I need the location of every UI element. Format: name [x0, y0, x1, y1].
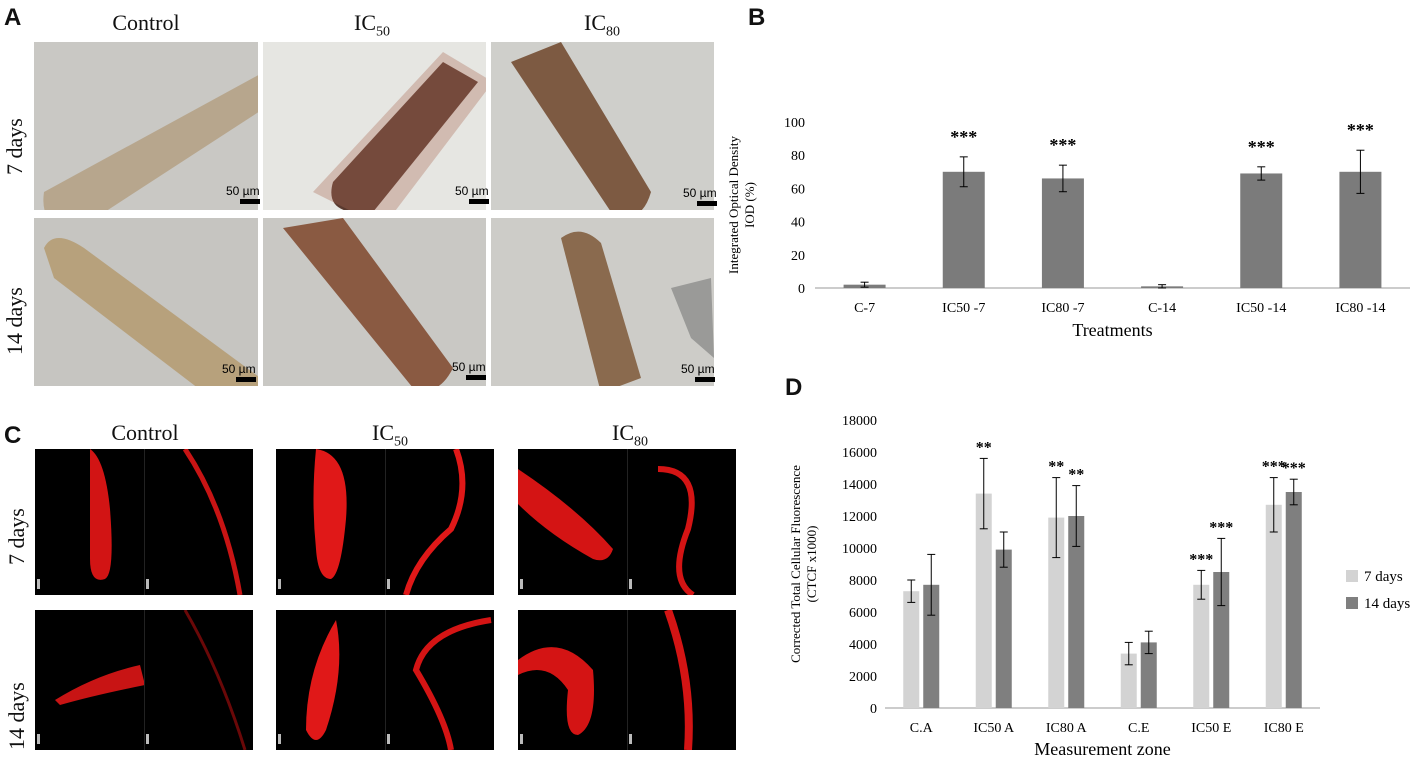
panel-a-column-header-control: Control [112, 10, 180, 35]
x-tick-label: IC80 -7 [1041, 301, 1084, 316]
scale-bar-label: 50 µm [455, 184, 489, 204]
x-tick-label: IC50 E [1191, 721, 1231, 736]
significance-marker: ** [1068, 467, 1084, 484]
y-tick-label: 8000 [849, 574, 877, 589]
panel-c-row-header-7-days: 7 days [4, 508, 29, 565]
panel-d-bar-chart: 0 2000 4000 6000 8000 10000 12000 14000 16000 180… [788, 414, 1410, 759]
bar [903, 591, 920, 708]
micrograph-ic80-14-days [491, 218, 714, 386]
significance-marker: *** [1209, 519, 1233, 536]
panel-c-column-header-ic50: IC50 [372, 420, 408, 450]
significance-marker: *** [1189, 551, 1213, 568]
micrograph-ic50-7-days [263, 42, 486, 210]
scale-bar-label: 50 µm [222, 362, 256, 382]
x-tick-label: C.A [910, 721, 934, 736]
y-tick-label: 14000 [842, 478, 877, 493]
x-tick-label: IC50 A [973, 721, 1015, 736]
micrograph-ic50-14-days [263, 218, 486, 386]
bar [1068, 516, 1085, 708]
panel-c-column-header-ic80: IC80 [612, 420, 648, 450]
significance-marker: *** [1049, 135, 1076, 155]
x-tick-label: IC80 E [1264, 721, 1304, 736]
bar [1285, 492, 1302, 708]
significance-marker: *** [1347, 120, 1374, 140]
x-tick-label: C-7 [854, 301, 875, 316]
y-tick-label: 40 [791, 216, 805, 231]
panel-b-letter: B [748, 4, 766, 31]
y-tick-label: 4000 [849, 638, 877, 653]
legend-swatch [1346, 570, 1358, 582]
x-axis-label: Measurement zone [1034, 739, 1170, 759]
scale-bar-label: 50 µm [452, 360, 486, 380]
fluorescence-control-7-days [35, 449, 253, 595]
bar [995, 549, 1012, 708]
bar [1193, 584, 1210, 708]
y-tick-label: 18000 [842, 414, 877, 429]
y-tick-label: 60 [791, 182, 805, 197]
x-tick-label: IC80 -14 [1335, 301, 1385, 316]
panel-b-bar-chart: 0 20 40 60 80 100 C-7 *** IC50 -7 *** IC80 -7 C-14 *… [726, 116, 1410, 340]
x-tick-label: C-14 [1148, 301, 1176, 316]
bar [1120, 653, 1137, 708]
x-tick-label: C.E [1128, 721, 1149, 736]
bar [1041, 178, 1084, 288]
significance-marker: *** [950, 127, 977, 147]
scale-bar-label: 50 µm [683, 186, 717, 206]
fluorescence-ic50-14-days [276, 610, 494, 750]
y-tick-label: 12000 [842, 510, 877, 525]
panel-c-column-header-control: Control [111, 420, 179, 445]
panel-c-letter: C [4, 422, 22, 449]
y-tick-label: 80 [791, 149, 805, 164]
y-tick-label: 6000 [849, 606, 877, 621]
bar [1240, 173, 1283, 288]
legend-swatch [1346, 597, 1358, 609]
x-tick-label: IC50 -7 [942, 301, 985, 316]
panel-c-row-header-14-days: 14 days [4, 682, 29, 750]
panel-a-row-header-7-days: 7 days [2, 118, 27, 175]
significance-marker: ** [1048, 459, 1064, 476]
y-tick-label: 16000 [842, 446, 877, 461]
panel-a-letter: A [4, 4, 22, 31]
bar [1048, 517, 1065, 708]
legend-label: 14 days [1364, 596, 1410, 612]
bar [975, 493, 992, 708]
significance-marker: *** [1282, 460, 1306, 477]
x-tick-label: IC50 -14 [1236, 301, 1286, 316]
legend-label: 7 days [1364, 569, 1403, 585]
y-tick-label: 2000 [849, 670, 877, 685]
y-tick-label: 10000 [842, 542, 877, 557]
y-tick-label: 0 [798, 282, 805, 297]
y-tick-label: 100 [784, 116, 805, 131]
x-tick-label: IC80 A [1046, 721, 1088, 736]
x-axis-label: Treatments [1072, 320, 1152, 340]
panel-a-row-header-14-days: 14 days [2, 287, 27, 355]
scale-bar-label: 50 µm [681, 362, 715, 382]
significance-marker: *** [1248, 137, 1275, 157]
y-tick-label: 0 [870, 702, 877, 717]
panel-a-column-header-ic80: IC80 [584, 10, 620, 40]
scale-bar-label: 50 µm [226, 184, 260, 204]
fluorescence-ic80-14-days [518, 610, 736, 750]
fluorescence-ic50-7-days [276, 449, 494, 595]
fluorescence-control-14-days [35, 610, 253, 750]
bar [1265, 504, 1282, 708]
micrograph-ic80-7-days [491, 42, 714, 210]
significance-marker: ** [976, 439, 992, 456]
y-axis-label: Integrated Optical DensityIOD (%) [726, 136, 757, 274]
y-tick-label: 20 [791, 249, 805, 264]
panel-d-letter: D [785, 374, 803, 401]
bar [942, 171, 985, 288]
significance-marker: *** [1262, 459, 1286, 476]
panel-a-column-header-ic50: IC50 [354, 10, 390, 40]
micrograph-control-14-days [34, 218, 258, 386]
bar [1140, 642, 1157, 708]
fluorescence-ic80-7-days [518, 449, 736, 595]
y-axis-label: Corrected Total Cellular Fluorescence(CT… [788, 465, 819, 663]
micrograph-control-7-days [34, 42, 258, 210]
